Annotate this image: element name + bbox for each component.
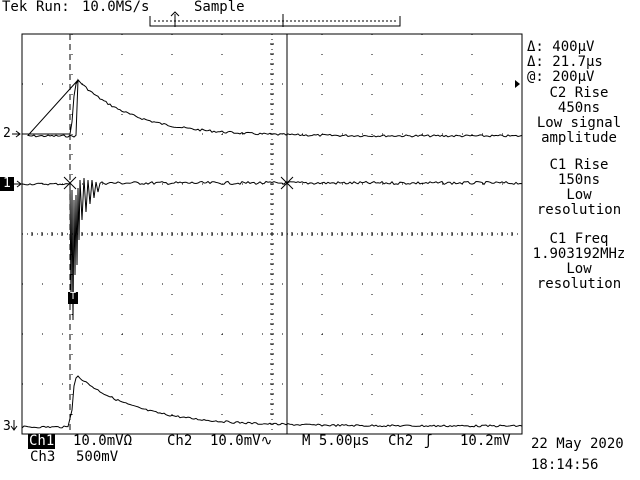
ch2-ground-arrow bbox=[12, 130, 21, 138]
meas-2-title: C1 Rise bbox=[549, 157, 609, 173]
meas-1-note2: amplitude bbox=[541, 130, 617, 146]
trace-ch2 bbox=[22, 78, 523, 138]
ch2-label[interactable]: Ch2 bbox=[167, 433, 193, 449]
meas-1-note1: Low signal bbox=[536, 115, 622, 131]
meas-3-note2: resolution bbox=[536, 276, 622, 292]
cursor-cross-2 bbox=[280, 176, 294, 190]
meas-2-value: 150ns bbox=[557, 172, 601, 188]
ch2-scale: 10.0mV∿ bbox=[210, 433, 273, 449]
meas-2-note1: Low bbox=[566, 187, 592, 203]
trigger-level-marker[interactable] bbox=[515, 80, 520, 88]
trigger-source: Ch2 bbox=[388, 433, 414, 449]
trigger-position-icon[interactable] bbox=[170, 11, 180, 17]
trigger-level: 10.2mV bbox=[460, 433, 511, 449]
ch3-marker-label: 3 bbox=[3, 419, 11, 434]
header-status: Run: bbox=[36, 0, 70, 15]
ch3-ground-arrow bbox=[10, 420, 18, 431]
meas-1-value: 450ns bbox=[557, 100, 601, 116]
ch1-marker-label: 1 bbox=[3, 176, 11, 191]
ch1-ground-arrow bbox=[14, 180, 22, 188]
trace-ch1 bbox=[21, 177, 523, 321]
record-window-bracket bbox=[149, 14, 401, 27]
cursor-at-voltage: @: 200µV bbox=[527, 69, 595, 85]
date-readout: 22 May 2020 bbox=[531, 436, 624, 452]
ch1-label[interactable]: Ch1 bbox=[28, 433, 56, 449]
meas-2-note2: resolution bbox=[536, 202, 622, 218]
cursor-cross-1 bbox=[63, 176, 77, 190]
time-readout: 18:14:56 bbox=[531, 457, 599, 473]
trace-ch3 bbox=[21, 375, 523, 429]
ch1-scale: 10.0mVΩ bbox=[73, 433, 133, 449]
cursor-delta-time: Δ: 21.7µs bbox=[527, 54, 603, 70]
meas-1-title: C2 Rise bbox=[549, 85, 609, 101]
meas-3-title: C1 Freq bbox=[549, 231, 609, 247]
ch3-scale: 500mV bbox=[76, 449, 119, 465]
trigger-point-label: T bbox=[70, 291, 77, 302]
header-sample-rate: 10.0MS/s bbox=[82, 0, 150, 15]
cursor-delta-voltage: Δ: 400µV bbox=[527, 39, 595, 55]
header-brand: Tek bbox=[2, 0, 28, 15]
timebase-main: M 5.00µs bbox=[302, 433, 370, 449]
graticule-grid bbox=[21, 33, 523, 435]
meas-3-value: 1.903192MHz bbox=[532, 246, 626, 262]
meas-3-note1: Low bbox=[566, 261, 592, 277]
ch2-marker-label: 2 bbox=[3, 126, 11, 141]
trigger-slope-icon: ʃ bbox=[424, 433, 433, 449]
ch3-label[interactable]: Ch3 bbox=[30, 449, 56, 465]
trigger-point-box bbox=[68, 292, 78, 304]
header-acq-mode: Sample bbox=[194, 0, 245, 15]
ch1-ground-marker-box bbox=[0, 177, 14, 191]
